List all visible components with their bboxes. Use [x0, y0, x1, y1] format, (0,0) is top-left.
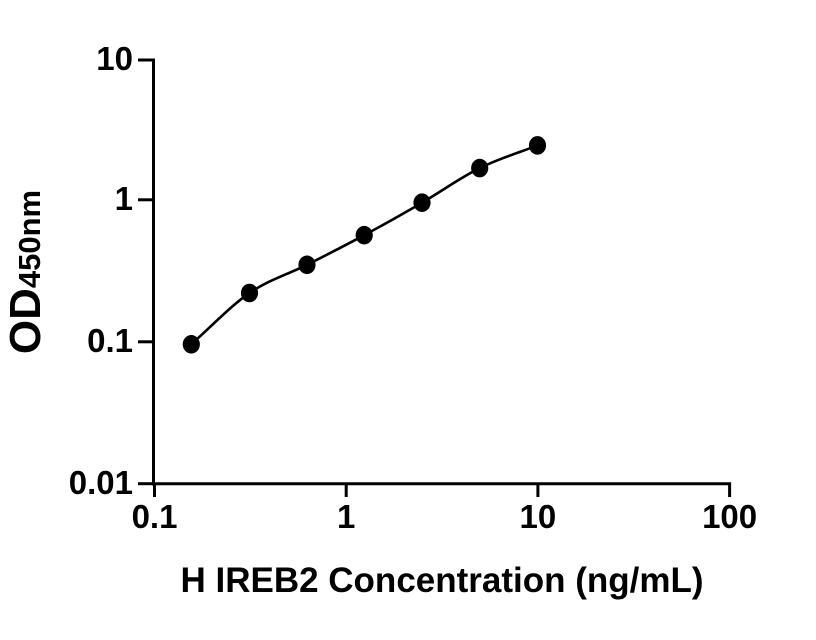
svg-text:0.01: 0.01 [69, 464, 133, 501]
svg-text:1: 1 [337, 498, 355, 535]
svg-text:H IREB2 Concentration (ng/mL): H IREB2 Concentration (ng/mL) [180, 561, 703, 600]
svg-text:0.1: 0.1 [87, 322, 133, 359]
svg-text:OD450nm: OD450nm [1, 190, 50, 354]
svg-text:1: 1 [115, 180, 133, 217]
svg-text:0.1: 0.1 [132, 498, 178, 535]
svg-text:10: 10 [520, 498, 557, 535]
svg-text:10: 10 [96, 40, 133, 77]
svg-text:100: 100 [702, 498, 757, 535]
